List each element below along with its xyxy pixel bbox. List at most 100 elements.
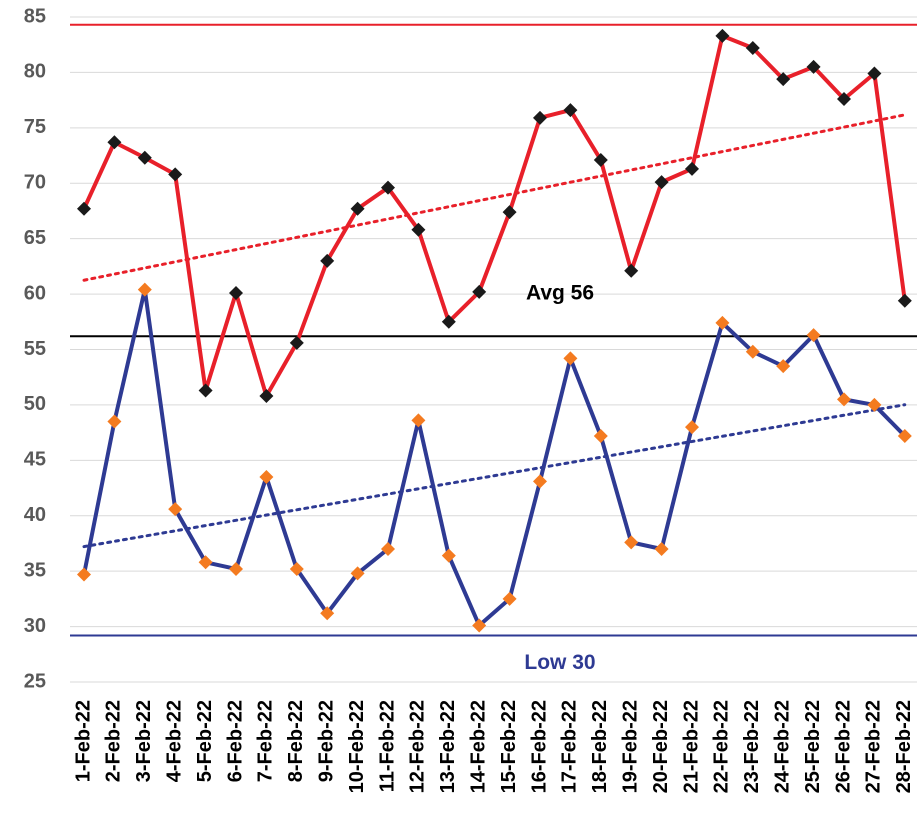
data-point <box>259 389 274 404</box>
data-point <box>624 263 639 278</box>
data-point <box>685 161 699 176</box>
data-point <box>837 92 851 107</box>
x-tick-label: 2-Feb-22 <box>103 700 125 782</box>
x-tick-label: 22-Feb-22 <box>711 700 733 793</box>
data-point <box>381 542 395 556</box>
data-point <box>107 135 122 150</box>
y-tick-label: 30 <box>24 615 46 637</box>
y-tick-label: 45 <box>24 449 46 471</box>
y-tick-label: 85 <box>24 5 46 27</box>
data-point <box>411 222 426 237</box>
x-tick-label: 20-Feb-22 <box>650 700 672 793</box>
y-tick-label: 40 <box>24 504 46 526</box>
data-point <box>776 359 791 374</box>
x-tick-label: 28-Feb-22 <box>893 700 915 793</box>
data-point <box>472 618 487 633</box>
data-point <box>168 167 183 182</box>
reference-label: Avg 56 <box>526 282 594 305</box>
y-tick-label: 35 <box>24 559 46 581</box>
x-tick-label: 7-Feb-22 <box>255 700 277 782</box>
data-point <box>350 201 365 216</box>
data-point <box>229 561 243 576</box>
data-point <box>502 591 517 606</box>
data-point <box>229 285 243 300</box>
data-point <box>745 41 760 56</box>
y-tick-label: 60 <box>24 282 46 304</box>
data-point <box>593 152 608 167</box>
data-point <box>806 328 821 343</box>
data-point <box>381 180 395 195</box>
x-tick-label: 15-Feb-22 <box>498 700 520 793</box>
data-point <box>77 567 91 582</box>
x-tick-label: 26-Feb-22 <box>832 700 854 793</box>
data-point <box>198 383 213 398</box>
data-point <box>533 474 547 489</box>
x-tick-label: 23-Feb-22 <box>741 700 763 793</box>
x-tick-label: 21-Feb-22 <box>680 700 702 793</box>
x-tick-label: 5-Feb-22 <box>194 700 216 782</box>
x-tick-label: 27-Feb-22 <box>863 700 885 793</box>
x-tick-label: 18-Feb-22 <box>589 700 611 793</box>
data-point <box>441 548 456 563</box>
data-point <box>685 420 699 435</box>
x-tick-label: 8-Feb-22 <box>285 700 307 782</box>
x-tick-label: 13-Feb-22 <box>437 700 459 793</box>
data-point <box>411 413 426 428</box>
data-point <box>593 428 608 443</box>
y-tick-label: 70 <box>24 172 46 194</box>
series-line <box>82 33 907 399</box>
data-point <box>624 535 639 550</box>
x-tick-label: 4-Feb-22 <box>163 700 185 782</box>
data-point <box>897 428 912 443</box>
data-point <box>867 66 882 81</box>
data-point <box>77 201 91 216</box>
y-tick-label: 25 <box>24 670 46 692</box>
data-point <box>867 397 882 412</box>
x-tick-label: 3-Feb-22 <box>133 700 155 782</box>
data-point <box>472 284 487 299</box>
data-point <box>745 344 760 359</box>
data-point <box>776 72 791 87</box>
x-tick-label: 10-Feb-22 <box>346 700 368 793</box>
x-tick-label: 17-Feb-22 <box>559 700 581 793</box>
x-tick-label: 11-Feb-22 <box>376 700 398 792</box>
y-tick-label: 55 <box>24 338 46 360</box>
data-point <box>198 555 213 570</box>
y-tick-label: 50 <box>24 393 46 415</box>
series-line <box>82 287 907 628</box>
x-tick-label: 1-Feb-22 <box>72 700 94 782</box>
x-tick-label: 12-Feb-22 <box>407 700 429 793</box>
data-point <box>350 566 365 581</box>
data-point <box>654 542 669 556</box>
data-point <box>289 335 304 350</box>
reference-label: Low 30 <box>524 651 595 674</box>
data-point <box>533 110 547 125</box>
data-point <box>137 150 152 165</box>
data-point <box>289 561 304 576</box>
trendline <box>82 403 907 549</box>
x-tick-label: 14-Feb-22 <box>467 700 489 793</box>
x-tick-label: 19-Feb-22 <box>619 700 641 793</box>
x-tick-label: 24-Feb-22 <box>771 700 793 793</box>
data-point <box>837 392 851 407</box>
data-point <box>320 606 335 621</box>
trendline <box>82 113 907 282</box>
data-point <box>441 314 456 329</box>
data-point <box>137 282 152 297</box>
x-tick-label: 6-Feb-22 <box>224 700 246 782</box>
data-point <box>654 175 669 190</box>
x-tick-label: 25-Feb-22 <box>802 700 824 793</box>
data-point <box>502 205 517 220</box>
data-point <box>168 502 183 517</box>
data-point <box>107 414 122 429</box>
data-point <box>806 59 821 74</box>
x-tick-label: 9-Feb-22 <box>315 700 337 782</box>
y-tick-label: 65 <box>24 227 46 249</box>
y-tick-label: 80 <box>24 61 46 83</box>
y-tick-label: 75 <box>24 116 46 138</box>
data-point <box>259 469 274 484</box>
data-point <box>563 351 578 366</box>
x-tick-label: 16-Feb-22 <box>528 700 550 793</box>
data-point <box>563 103 578 118</box>
